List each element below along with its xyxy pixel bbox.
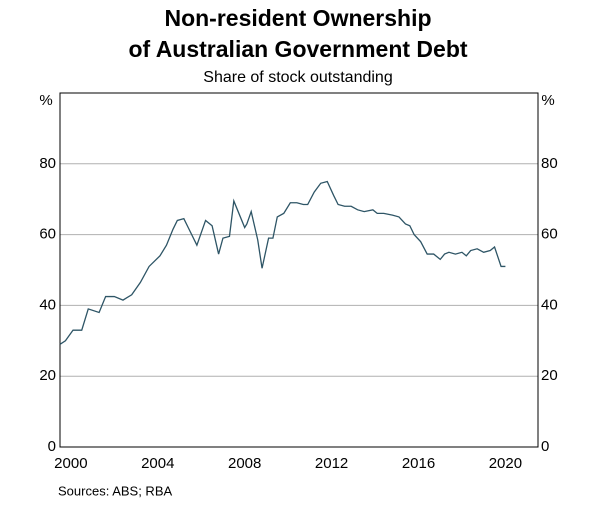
- y2-tick-label: 20: [541, 367, 558, 384]
- y-tick-label: 40: [39, 296, 56, 313]
- y2-tick-label: 40: [541, 296, 558, 313]
- y2-tick-label: 0: [541, 438, 549, 455]
- data-line: [59, 180, 506, 345]
- plot-frame: [59, 92, 539, 448]
- source: Sources: ABS; RBA: [58, 483, 172, 498]
- x-tick-label: 2016: [402, 455, 435, 472]
- x-tick-label: 2020: [489, 455, 522, 472]
- y-tick-label: 0: [48, 438, 56, 455]
- x-tick-label: 2004: [141, 455, 174, 472]
- chart-subtitle: Share of stock outstanding: [203, 69, 392, 86]
- y-unit: %: [39, 92, 52, 109]
- y2-unit: %: [541, 92, 554, 109]
- chart-title: Non-resident Ownership: [164, 5, 431, 31]
- x-tick-label: 2000: [54, 455, 87, 472]
- y2-tick-label: 80: [541, 155, 558, 172]
- y-tick-label: 20: [39, 367, 56, 384]
- x-tick-label: 2012: [315, 455, 348, 472]
- y2-tick-label: 60: [541, 226, 558, 243]
- y-tick-label: 60: [39, 226, 56, 243]
- y-tick-label: 80: [39, 155, 56, 172]
- chart-title: of Australian Government Debt: [128, 36, 467, 62]
- x-tick-label: 2008: [228, 455, 261, 472]
